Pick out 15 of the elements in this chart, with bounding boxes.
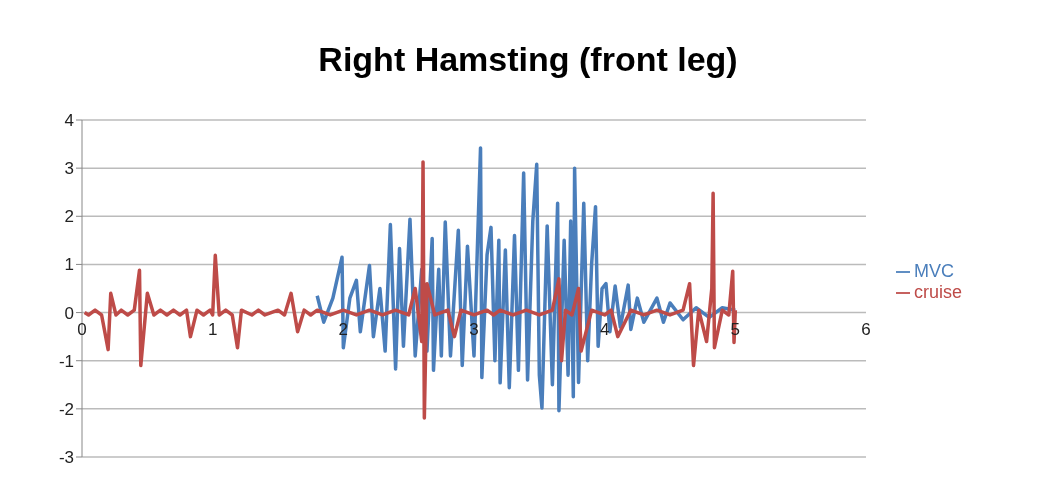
x-tick-label: 1 (207, 319, 218, 339)
x-tick-label: 6 (861, 319, 871, 339)
y-tick-label: 4 (64, 111, 74, 131)
legend-label: cruise (914, 281, 963, 302)
legend-label: MVC (914, 260, 954, 281)
chart-title: Right Hamsting (front leg) (317, 39, 739, 80)
y-tick-label: 1 (64, 255, 74, 275)
x-tick-label: 0 (77, 319, 87, 339)
y-tick-label: 0 (64, 303, 74, 323)
y-tick-label: 2 (64, 207, 74, 227)
y-tick-label: -2 (58, 399, 74, 419)
y-tick-label: -3 (58, 448, 74, 468)
y-tick-label: 3 (64, 159, 74, 179)
line-series (315, 146, 738, 413)
y-tick-label: -1 (58, 351, 74, 371)
